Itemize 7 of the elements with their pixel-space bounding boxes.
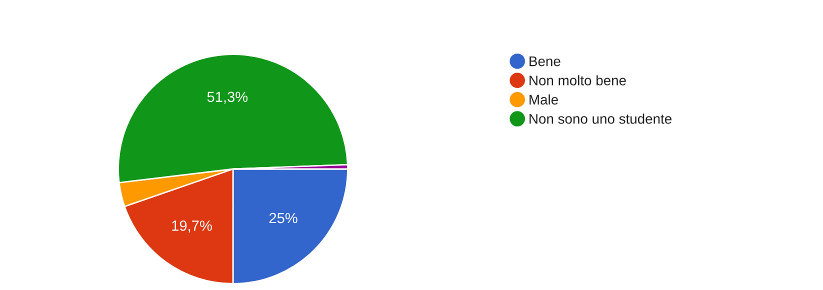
data-label: 25% — [269, 212, 298, 224]
legend-label: Non molto bene — [530, 75, 626, 86]
legend-label: Bene — [530, 56, 560, 66]
legend-label: Non sono uno studente — [530, 114, 672, 124]
legend-label: Male — [530, 94, 558, 105]
data-label: 51,3% — [207, 92, 248, 104]
data-label: 19,7% — [172, 220, 212, 233]
